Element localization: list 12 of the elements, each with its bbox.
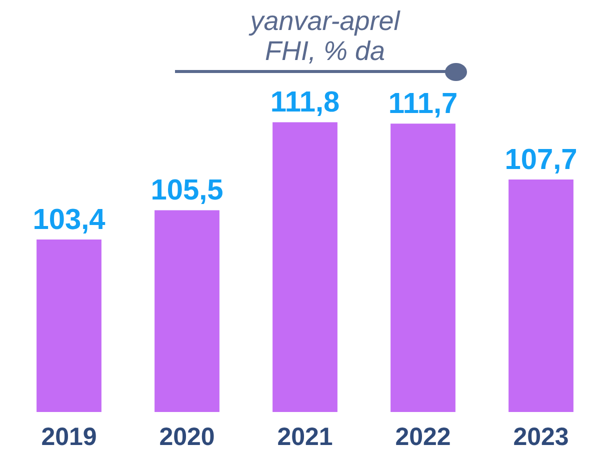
- data-label: 111,7: [388, 88, 458, 120]
- x-tick-label: 2020: [159, 422, 215, 451]
- data-label: 103,4: [32, 204, 106, 236]
- data-label: 107,7: [504, 144, 578, 176]
- x-tick-label: 2023: [513, 422, 569, 451]
- data-label: 105,5: [150, 174, 224, 207]
- x-tick-label: 2021: [277, 422, 333, 451]
- chart-title: yanvar-aprel: [248, 6, 402, 36]
- chart-subtitle: FHI, % da: [264, 36, 386, 66]
- x-tick-label: 2019: [41, 422, 97, 451]
- x-tick-label: 2022: [395, 422, 451, 451]
- data-label: 111,8: [270, 86, 340, 119]
